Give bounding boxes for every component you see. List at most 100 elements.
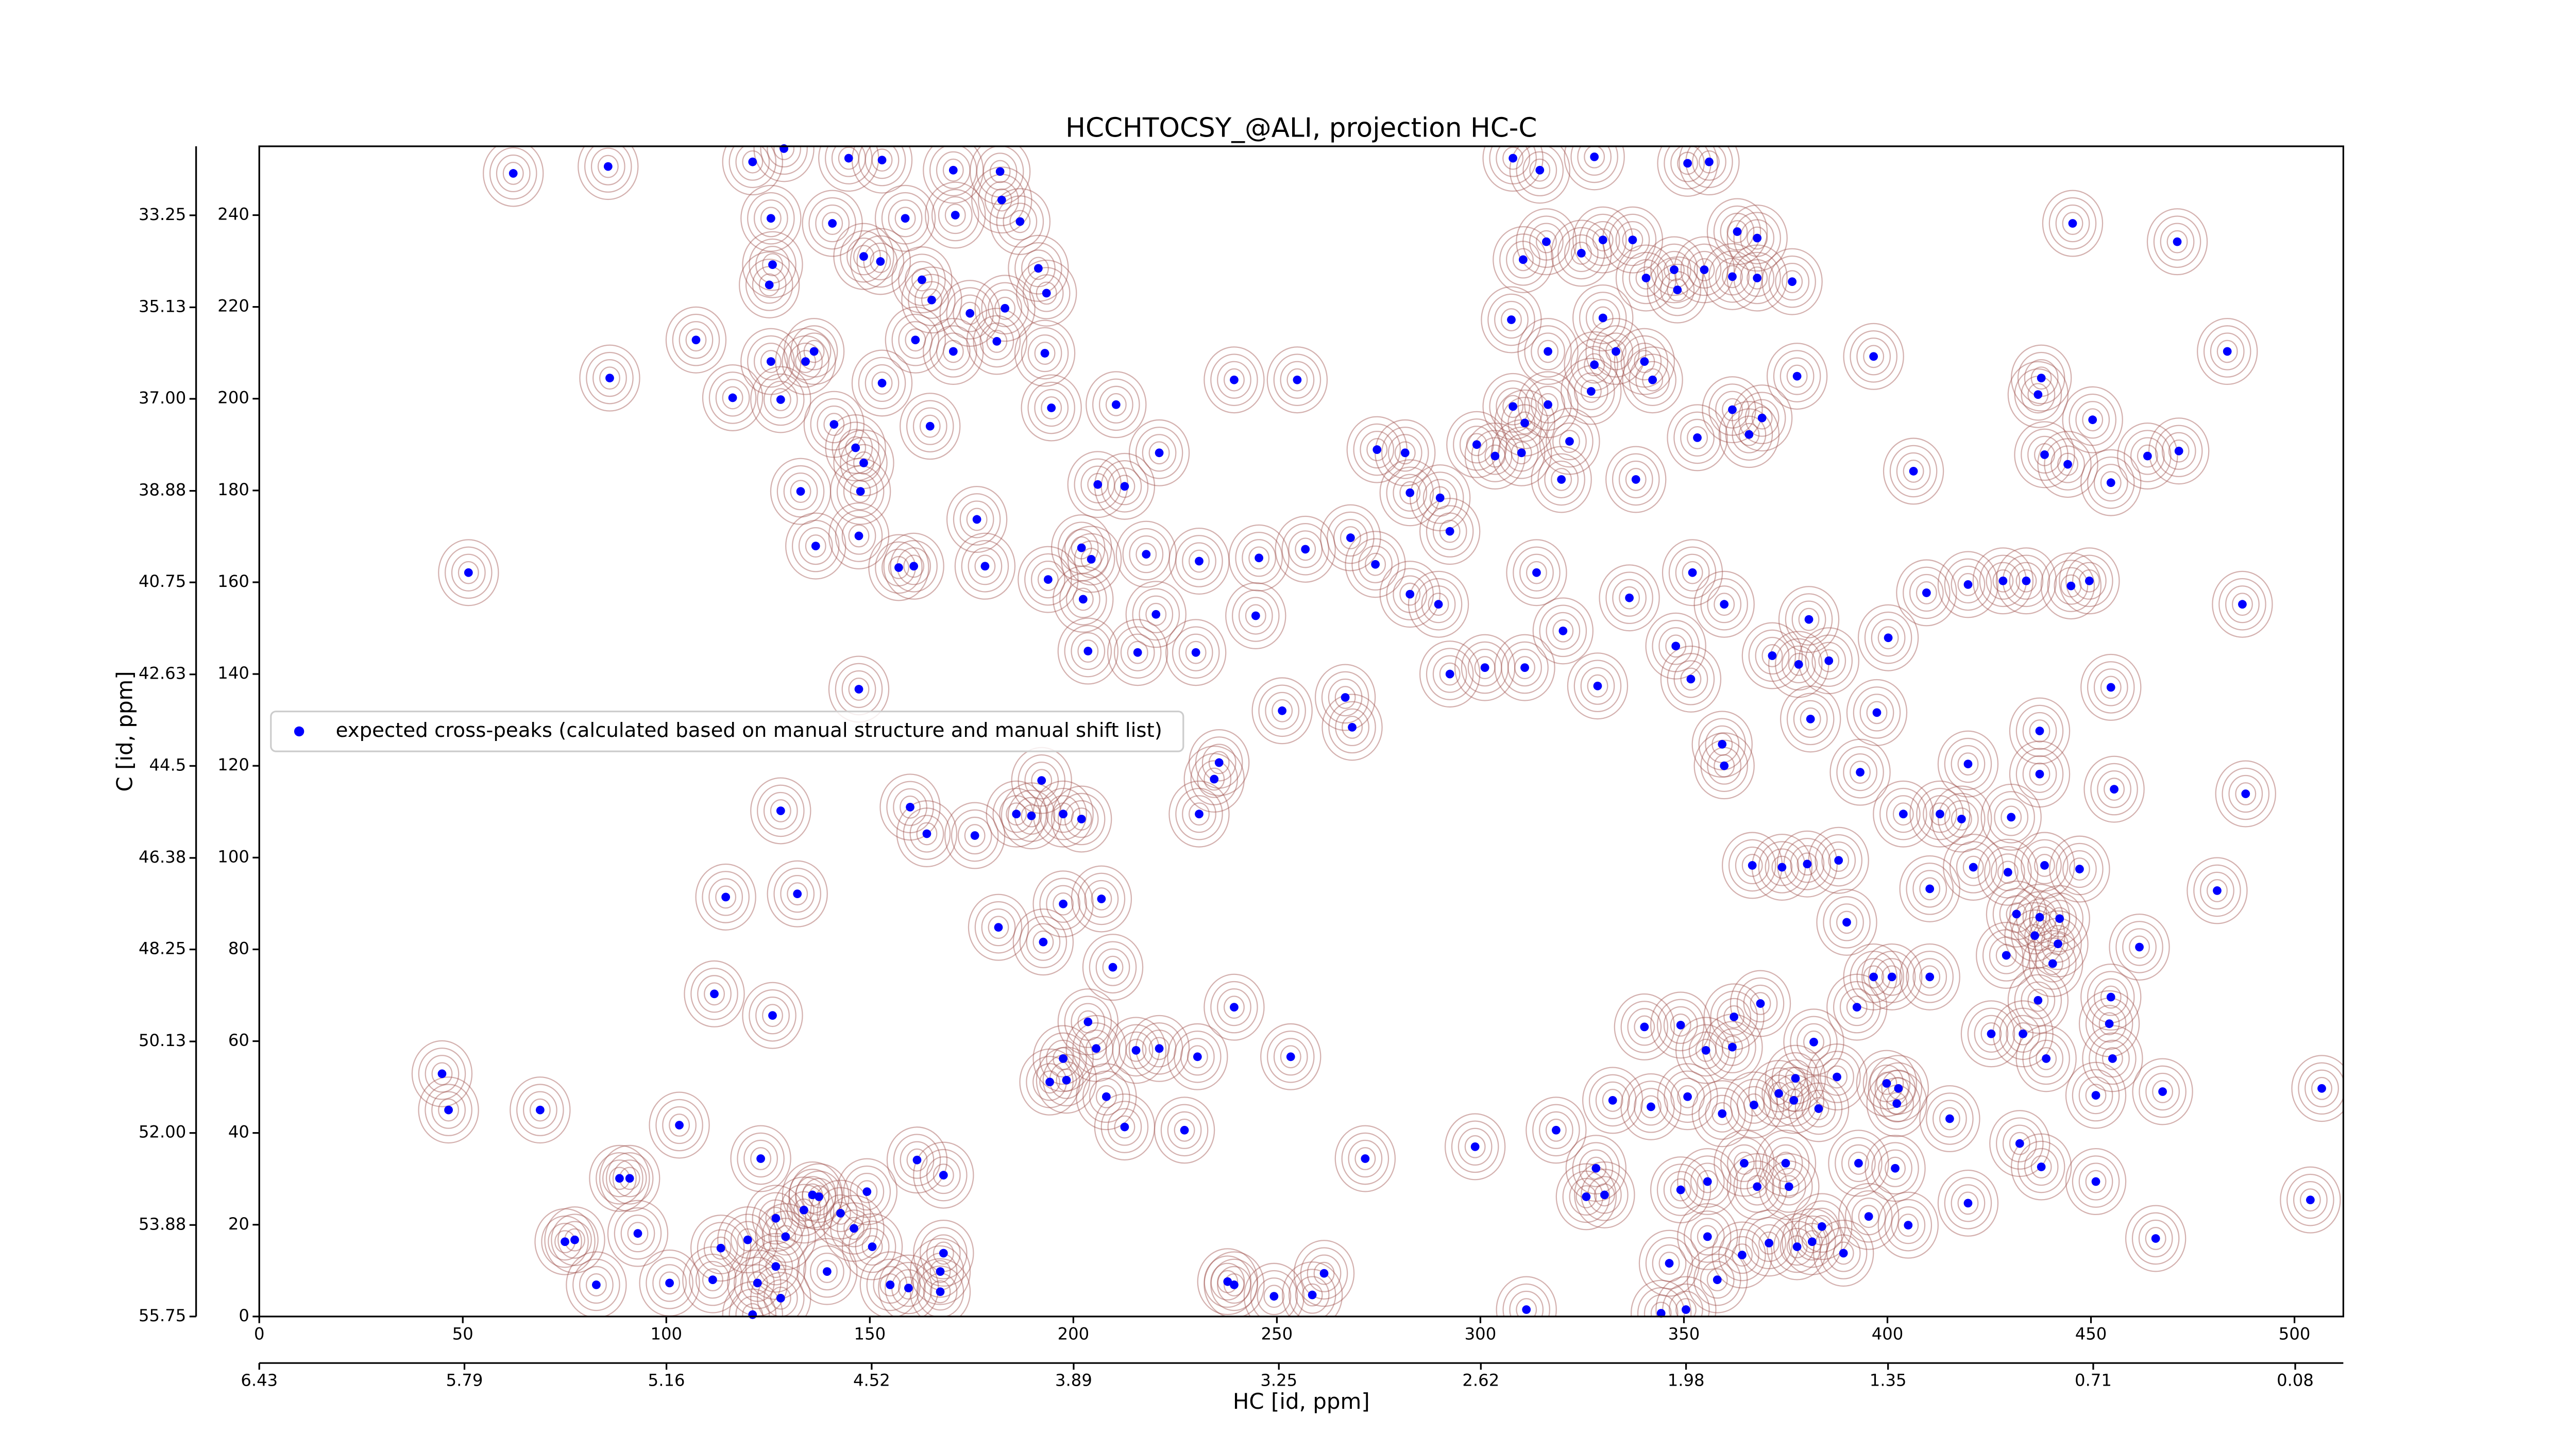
- cross-peak: [710, 989, 719, 999]
- contour: [1602, 1088, 1623, 1112]
- contour: [1926, 1092, 1974, 1145]
- cross-peak: [854, 531, 863, 541]
- contour: [1007, 789, 1056, 843]
- contour: [592, 359, 627, 397]
- contour: [1801, 1230, 1823, 1254]
- contour: [1650, 1302, 1672, 1317]
- contour: [770, 799, 791, 822]
- y2-tick-label: 52.00: [139, 1122, 186, 1142]
- contour: [1056, 1068, 1077, 1092]
- y2-tick-label: 46.38: [139, 847, 186, 867]
- contour: [929, 146, 977, 197]
- cross-peak: [951, 211, 960, 220]
- contour: [1892, 802, 1914, 826]
- contour: [982, 153, 1018, 191]
- contour: [783, 473, 818, 511]
- contour: [823, 1194, 858, 1233]
- contour: [783, 317, 845, 385]
- contour: [833, 429, 894, 497]
- contour: [735, 1295, 770, 1317]
- contour: [1702, 376, 1763, 444]
- contour: [1551, 220, 1612, 287]
- cross-peak: [1718, 1109, 1727, 1118]
- contour: [1429, 486, 1451, 510]
- contour: [1314, 664, 1376, 731]
- contour: [951, 809, 999, 862]
- contour: [1217, 988, 1251, 1026]
- contour: [803, 391, 865, 458]
- contour: [1592, 325, 1640, 378]
- contour: [802, 190, 863, 257]
- contour: [737, 1228, 758, 1252]
- contour: [572, 1258, 620, 1311]
- contour: [1584, 353, 1605, 377]
- contour: [1791, 1193, 1853, 1260]
- x-tick-label: 400: [1872, 1324, 1904, 1343]
- contour: [1574, 1161, 1635, 1228]
- contour: [1454, 634, 1516, 701]
- contour: [780, 1184, 828, 1237]
- contour: [1482, 146, 1544, 192]
- cross-peak: [1814, 1104, 1823, 1113]
- contour: [757, 784, 805, 837]
- contour: [1210, 981, 1258, 1034]
- contour: [1426, 505, 1474, 558]
- cross-peak: [1319, 1269, 1329, 1278]
- y-tick-label: 60: [228, 1031, 249, 1050]
- contour: [740, 184, 802, 252]
- contour: [1555, 1163, 1617, 1231]
- cross-peak: [2238, 600, 2247, 609]
- contour: [1080, 465, 1115, 503]
- cross-peak: [972, 515, 981, 524]
- contour: [1768, 255, 1816, 308]
- cross-peak: [1833, 1072, 1841, 1082]
- x2-tick-label: 5.16: [648, 1371, 685, 1390]
- contour: [1484, 444, 1506, 468]
- contour: [1342, 715, 1363, 739]
- contour: [1720, 212, 1755, 251]
- contour: [1738, 423, 1760, 446]
- contour: [1592, 228, 1614, 251]
- cross-peak: [992, 337, 1002, 346]
- cross-peak: [939, 1171, 948, 1180]
- contour: [2054, 567, 2089, 605]
- contour: [2029, 885, 2090, 952]
- contour: [2291, 1055, 2344, 1122]
- contour: [548, 1223, 582, 1261]
- contour: [1293, 1240, 1355, 1307]
- cross-peak: [1542, 237, 1551, 246]
- contour: [1516, 208, 1577, 276]
- contour: [795, 1170, 843, 1223]
- contour: [1071, 865, 1132, 933]
- y-tick-label: 200: [217, 388, 249, 408]
- contour: [1201, 744, 1236, 782]
- cross-peak: [1078, 595, 1088, 604]
- contour: [1414, 578, 1463, 631]
- cross-peak: [665, 1278, 674, 1288]
- contour: [1210, 1262, 1245, 1301]
- contour: [1798, 608, 1820, 631]
- contour: [1129, 535, 1164, 574]
- contour: [2075, 401, 2110, 439]
- contour: [1788, 1215, 1836, 1268]
- cross-peak: [1077, 543, 1086, 552]
- contour: [753, 146, 815, 182]
- contour: [1896, 559, 1957, 627]
- contour: [1439, 519, 1461, 543]
- cross-peak: [625, 1174, 634, 1183]
- contour: [1539, 604, 1587, 658]
- contour: [602, 1159, 637, 1198]
- contour: [1094, 1093, 1156, 1161]
- cross-peak: [1792, 372, 1802, 381]
- contour: [866, 1258, 914, 1311]
- contour: [1951, 1184, 1986, 1222]
- contour: [1726, 205, 1788, 272]
- contour: [1531, 385, 1565, 424]
- contour: [1851, 1198, 1886, 1236]
- cross-peak: [1519, 255, 1528, 264]
- contour: [1053, 892, 1074, 916]
- contour: [944, 204, 966, 227]
- cross-peak: [1894, 1084, 1903, 1093]
- contour: [722, 146, 783, 196]
- contour: [1031, 769, 1053, 793]
